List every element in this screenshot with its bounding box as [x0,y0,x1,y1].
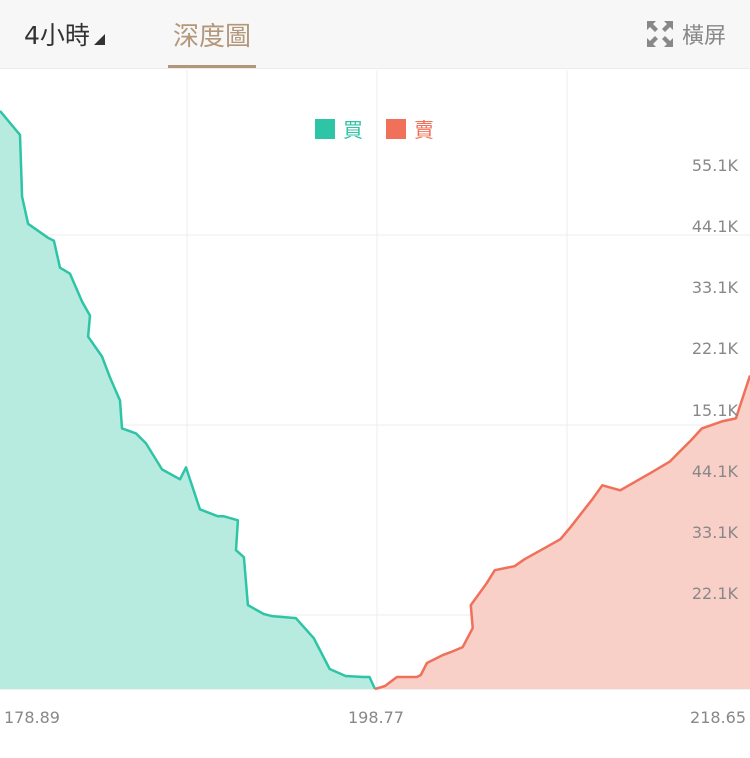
y-tick-label: 22.1K [692,584,739,603]
depth-line-buy [0,110,377,690]
interval-label: 4小時 [24,21,90,50]
depth-line-sell [374,375,750,691]
y-tick-label: 15.1K [692,401,739,420]
x-tick-label: 198.77 [348,708,404,727]
legend-swatch-buy [315,119,335,139]
chart-legend: 買 賣 [315,118,434,142]
tab-active-underline [168,65,256,68]
y-tick-label: 33.1K [692,523,739,542]
legend-swatch-sell [386,119,406,139]
y-axis-ticks: 55.1K 44.1K 33.1K 22.1K 15.1K 44.1K 33.1K 22.1K [692,156,739,603]
tab-depth-label: 深度圖 [172,22,251,52]
y-tick-label: 44.1K [692,217,739,236]
y-tick-label: 44.1K [692,462,739,481]
interval-selector[interactable]: 4小時 [24,16,105,52]
depth-areas [0,110,750,691]
landscape-button[interactable]: 橫屏 [646,18,726,50]
depth-area-buy [0,110,375,689]
tab-depth-chart[interactable]: 深度圖 [168,0,256,68]
top-bar: 4小時 深度圖 橫屏 [0,0,750,69]
legend-label-sell: 賣 [414,118,434,142]
y-tick-label: 33.1K [692,278,739,297]
caret-down-icon [93,33,105,45]
y-tick-label: 55.1K [692,156,739,175]
depth-area-sell [375,375,750,689]
x-tick-label: 218.65 [690,708,746,727]
legend-label-buy: 買 [343,118,363,142]
expand-icon [646,21,673,47]
y-tick-label: 22.1K [692,339,739,358]
x-tick-label: 178.89 [4,708,60,727]
landscape-label: 橫屏 [681,24,726,49]
x-axis-ticks: 178.89 198.77 218.65 [4,708,746,727]
